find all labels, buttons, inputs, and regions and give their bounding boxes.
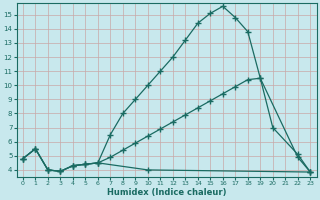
X-axis label: Humidex (Indice chaleur): Humidex (Indice chaleur) [107,188,226,197]
